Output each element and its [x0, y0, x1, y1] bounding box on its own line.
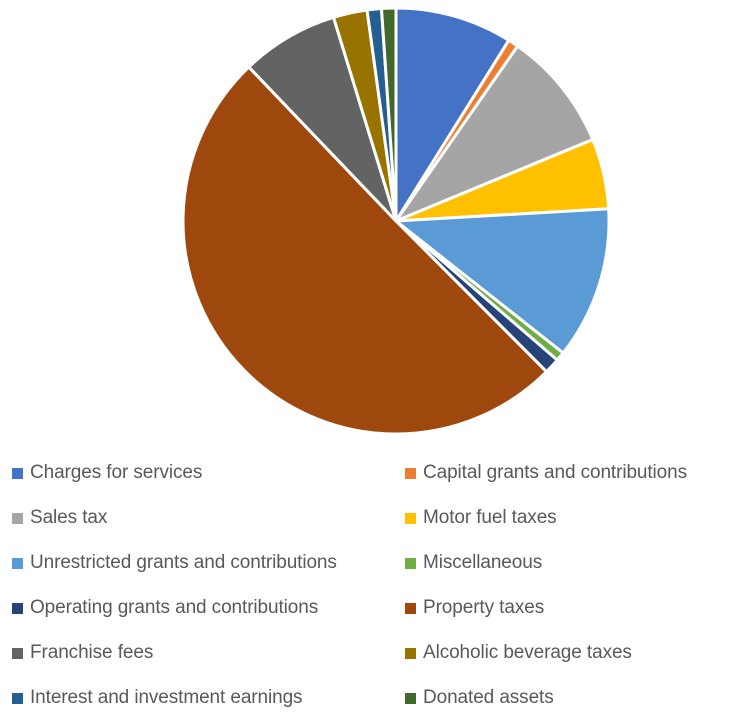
legend-label: Operating grants and contributions	[30, 597, 318, 619]
legend-item: Miscellaneous	[405, 552, 542, 574]
legend-swatch	[405, 693, 416, 704]
legend-label: Interest and investment earnings	[30, 687, 302, 709]
legend-swatch	[12, 513, 23, 524]
legend-label: Unrestricted grants and contributions	[30, 552, 337, 574]
legend-swatch	[12, 648, 23, 659]
legend-label: Miscellaneous	[423, 552, 542, 574]
legend-label: Franchise fees	[30, 642, 153, 664]
legend-item: Motor fuel taxes	[405, 507, 557, 529]
legend-swatch	[12, 468, 23, 479]
legend-item: Donated assets	[405, 687, 554, 709]
legend-label: Property taxes	[423, 597, 544, 619]
legend-swatch	[405, 648, 416, 659]
pie-chart	[0, 0, 738, 440]
legend-swatch	[405, 558, 416, 569]
legend-label: Donated assets	[423, 687, 554, 709]
legend-swatch	[12, 603, 23, 614]
pie-chart-area	[0, 0, 738, 440]
legend-swatch	[12, 693, 23, 704]
legend-item: Interest and investment earnings	[12, 687, 302, 709]
legend-swatch	[405, 468, 416, 479]
legend-item: Franchise fees	[12, 642, 153, 664]
legend-item: Unrestricted grants and contributions	[12, 552, 337, 574]
legend-swatch	[405, 603, 416, 614]
chart-legend: Charges for services Capital grants and c…	[0, 462, 738, 722]
legend-label: Charges for services	[30, 462, 202, 484]
legend-item: Capital grants and contributions	[405, 462, 687, 484]
legend-label: Sales tax	[30, 507, 107, 529]
legend-label: Alcoholic beverage taxes	[423, 642, 632, 664]
legend-item: Sales tax	[12, 507, 107, 529]
legend-label: Capital grants and contributions	[423, 462, 687, 484]
legend-swatch	[12, 558, 23, 569]
legend-item: Operating grants and contributions	[12, 597, 318, 619]
legend-item: Property taxes	[405, 597, 544, 619]
legend-item: Charges for services	[12, 462, 202, 484]
legend-label: Motor fuel taxes	[423, 507, 557, 529]
legend-item: Alcoholic beverage taxes	[405, 642, 632, 664]
legend-swatch	[405, 513, 416, 524]
